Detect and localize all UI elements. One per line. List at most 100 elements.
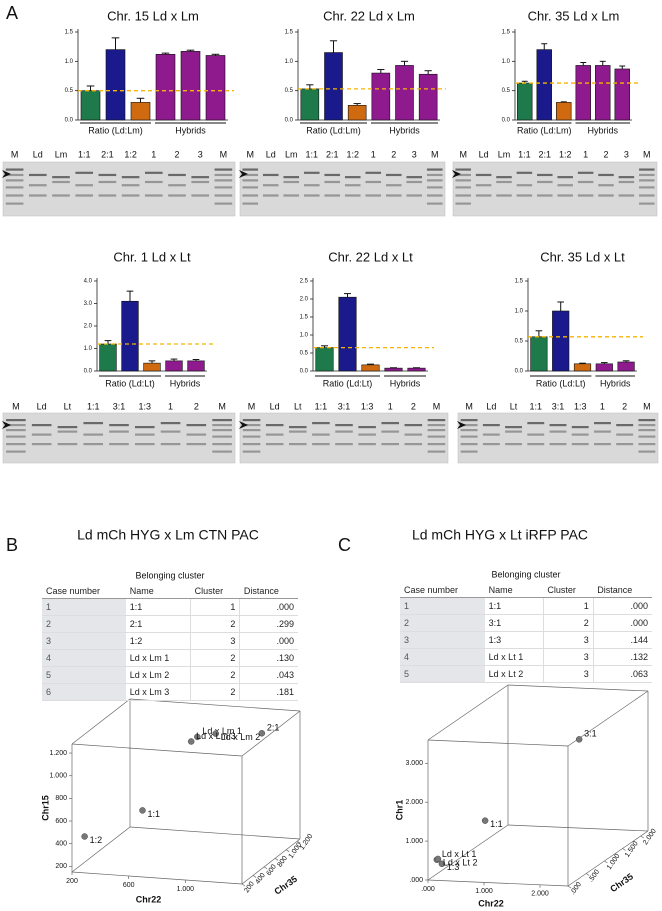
gel-band [406,194,423,197]
gel-band [214,173,233,177]
table-cell: .181 [239,683,298,701]
x-tick-label: 200 [66,878,78,885]
gel-band [460,435,478,438]
gel-band [109,443,129,446]
z-tick-label: 1.500 [624,840,640,858]
x-axis-label: Chr22 [478,898,504,908]
gel-band [6,450,26,453]
bar [556,102,572,121]
lane-label: 2 [411,401,416,411]
gel-band [358,443,376,446]
y-tick-label: .000 [409,877,423,884]
table-cell: .063 [592,665,652,683]
bar [80,90,101,121]
gel-band [577,194,594,197]
y-tick-label: 1.0 [65,59,74,65]
gel-band [344,176,361,179]
gel-band [335,424,353,427]
lane-label: M [643,401,651,411]
gel-band [242,179,259,182]
bar [614,68,630,121]
lane-label: 1:1 [78,149,91,159]
x-tick-label: 2.000 [531,891,549,898]
group-label: Ratio (Ld:Lm) [88,125,143,135]
gel-band [262,173,279,177]
gel-band [144,194,163,197]
gel [452,161,658,217]
z-tick-label: 400 [254,872,266,886]
arrowhead [457,421,466,429]
lane-label: M [465,401,473,411]
bar [536,49,552,121]
gel-band [516,184,533,187]
lane-label: 1:1 [530,401,543,411]
gel-band [577,171,594,174]
gel-band [288,430,307,433]
table-row: 4 Ld x Lt 1 3.132 [400,648,652,666]
gel-band [186,443,207,446]
bar [530,336,548,372]
table-row: 2 3:1 2.000 [400,614,652,632]
y-tick-label: 0.0 [65,118,74,124]
gel-band [121,194,140,197]
gel-band [365,171,382,174]
gel-band [6,419,26,422]
chart-title: Chr. 35 Ld x Lm [528,8,620,23]
group-label: Ratio (Ld:Lm) [306,125,361,135]
lane-label: 1 [168,401,173,411]
gel-band [134,443,155,446]
lane-label: 2:1 [326,149,339,159]
gel-band [598,194,614,197]
chart-title: Chr. 15 Ld x Lm [107,8,199,23]
gel [2,412,236,464]
lane-label: 1:1 [87,401,100,411]
gel-band [5,179,24,182]
lane-label: 3 [412,149,417,159]
lane-label: 3 [198,149,203,159]
gel-band [381,443,400,446]
table-cell: 3 [400,631,485,649]
gel-band [57,443,78,446]
bar [315,347,334,372]
lane-label: 1:2 [346,149,359,159]
gel-band [52,180,70,184]
gel-band [312,433,330,436]
bar [300,88,320,121]
gel-band [265,424,284,427]
gel-band [5,194,24,197]
x-axis-label: Chr22 [136,894,162,904]
gel-band [639,194,655,197]
table-cell: 1 [542,597,594,615]
gel-band [5,202,24,205]
gel-band [324,180,341,184]
table-cell: Ld x Lm 3 [125,683,191,701]
gel-band [214,194,233,197]
gel-band [83,422,104,425]
y-tick-label: 4.0 [84,279,93,285]
column-header: Case number [400,583,485,598]
gel-band [618,176,635,179]
gel-band [598,173,614,177]
x-tick-label: .000 [421,886,435,893]
gel-band [426,194,443,197]
gel-band [516,171,533,174]
lane-label: Lt [294,401,302,411]
gel-band [98,194,117,197]
chart-title: Chr. 1 Ld x Lt [113,249,191,264]
table-caption: Belonging cluster [491,569,560,579]
table-cell: 5 [400,665,485,683]
table-cell: .132 [592,648,652,666]
box-edge [427,879,569,887]
gel-band [616,433,634,436]
gel-band [638,450,656,453]
gel-band [28,184,47,187]
gel-band [265,433,284,436]
bar [361,364,380,372]
bar [552,310,570,372]
lane-label: 1 [583,149,588,159]
table-cell: 2 [190,666,240,684]
box-edge [241,838,301,885]
point-label: 1:2 [90,835,103,845]
table-cell: 1:1 [484,597,544,615]
gel-band [385,194,402,197]
